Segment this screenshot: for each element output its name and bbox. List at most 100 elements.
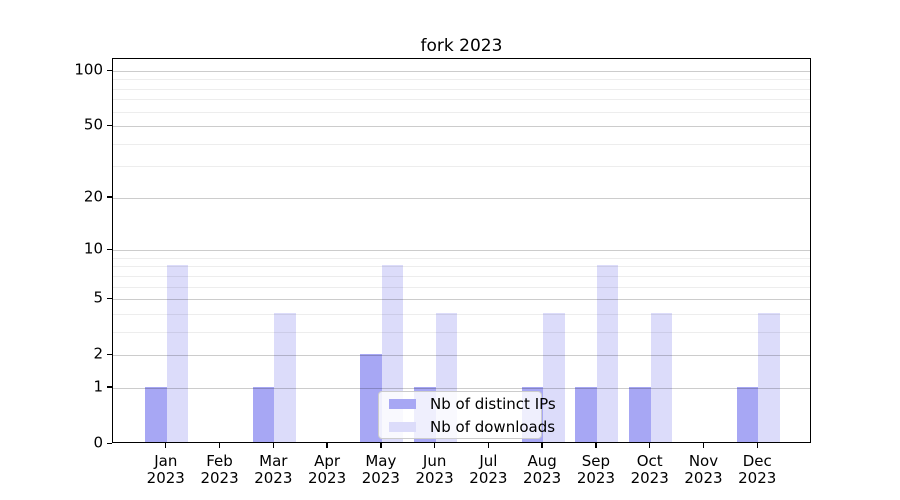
gridline-minor [113,79,810,81]
y-tick-mark [107,196,112,198]
x-tick-year: 2023 [684,469,723,488]
x-tick-year: 2023 [146,469,185,488]
x-tick-year: 2023 [200,469,239,488]
x-tick-month: Apr [314,452,341,470]
x-axis-tick-label: Oct 2023 [610,452,690,488]
x-tick-month: Jun [422,452,447,470]
x-tick-year: 2023 [361,469,400,488]
gridline-minor [113,275,810,277]
x-axis-tick-label: Jan 2023 [126,452,206,488]
y-axis-tick-label: 1 [93,377,103,396]
x-tick-month: Aug [527,452,557,470]
y-axis-tick-label: 0 [93,433,103,452]
x-tick-year: 2023 [523,469,562,488]
x-tick-month: Jul [479,452,498,470]
bar-downloads [596,265,619,442]
x-axis-tick-label: Sep 2023 [556,452,636,488]
y-axis-tick-label: 50 [83,115,103,134]
x-tick-mark [165,443,167,448]
gridline-minor [113,166,810,168]
x-tick-mark [541,443,543,448]
bar-downloads [758,312,780,442]
y-tick-mark [107,297,112,300]
x-tick-mark [326,443,328,448]
gridline-minor [113,266,810,268]
x-tick-year: 2023 [254,469,293,488]
gridline-major [113,299,810,301]
x-axis-tick-label: Dec 2023 [717,452,797,488]
x-tick-year: 2023 [738,469,777,488]
gridline-minor [113,99,810,101]
y-axis-tick-label: 2 [93,344,103,363]
x-tick-year: 2023 [630,469,669,488]
x-tick-year: 2023 [415,469,454,488]
x-tick-mark [380,443,382,448]
x-tick-mark [756,443,758,448]
y-tick-mark [107,386,112,388]
y-axis-tick-label: 10 [83,239,103,258]
y-axis-tick-label: 5 [93,288,103,307]
x-axis-tick-label: Aug 2023 [502,452,582,488]
x-tick-mark [272,443,274,448]
gridline-minor [113,313,810,315]
y-tick-mark [107,248,112,251]
gridline-minor [113,257,810,259]
gridline-major [113,355,810,357]
x-tick-month: Dec [742,452,772,470]
gridline-major [113,71,810,72]
x-axis-tick-label: Jun 2023 [395,452,475,488]
x-tick-year: 2023 [469,469,508,488]
gridline-minor [113,111,810,113]
x-tick-month: May [365,452,397,470]
x-axis-tick-label: Apr 2023 [287,452,367,488]
y-tick-mark [107,124,112,127]
x-tick-mark [595,443,597,448]
x-tick-month: Nov [688,452,719,470]
bar-distinct-ips [145,386,167,442]
x-tick-month: Mar [259,452,288,470]
bar-distinct-ips [252,386,275,442]
x-tick-year: 2023 [307,469,347,488]
legend-swatch [389,398,416,409]
x-tick-month: Jan [154,452,178,470]
x-tick-mark [218,443,221,448]
gridline-major [113,387,810,389]
x-axis-tick-label: Mar 2023 [233,452,313,488]
legend-swatch [389,421,416,432]
legend-label: Nb of downloads [430,417,556,436]
gridline-major [113,250,810,252]
legend-entry: Nb of downloads [389,418,555,436]
gridline-minor [113,331,810,333]
x-tick-year: 2023 [576,469,616,488]
x-tick-mark [648,443,651,448]
gridline-minor [113,286,810,288]
bar-downloads [543,312,565,442]
gridline-major [113,126,810,128]
y-tick-mark [107,69,112,71]
chart-title: fork 2023 [420,36,503,56]
bar-downloads [166,265,189,442]
gridline-minor [113,88,810,90]
bar-distinct-ips [575,386,597,442]
bar-distinct-ips [360,354,382,442]
bar-downloads [274,312,296,442]
y-tick-mark [107,442,112,444]
y-axis-tick-label: 100 [74,60,103,79]
y-axis-tick-label: 20 [83,187,103,206]
x-axis-tick-label: Jul 2023 [448,452,528,488]
x-tick-month: Oct [636,452,663,470]
x-axis-tick-label: Nov 2023 [663,452,743,488]
gridline-major [113,197,810,199]
x-axis-tick-label: May 2023 [341,452,421,488]
legend-label: Nb of distinct IPs [430,394,556,413]
gridline-minor [113,143,810,145]
x-tick-mark [433,443,436,448]
x-axis-tick-label: Feb 2023 [180,452,260,488]
legend-entry: Nb of distinct IPs [389,395,556,413]
x-tick-mark [487,443,490,448]
y-tick-mark [107,353,112,356]
x-tick-month: Sep [581,452,611,470]
bar-downloads [650,312,673,442]
bar-distinct-ips [736,386,759,442]
